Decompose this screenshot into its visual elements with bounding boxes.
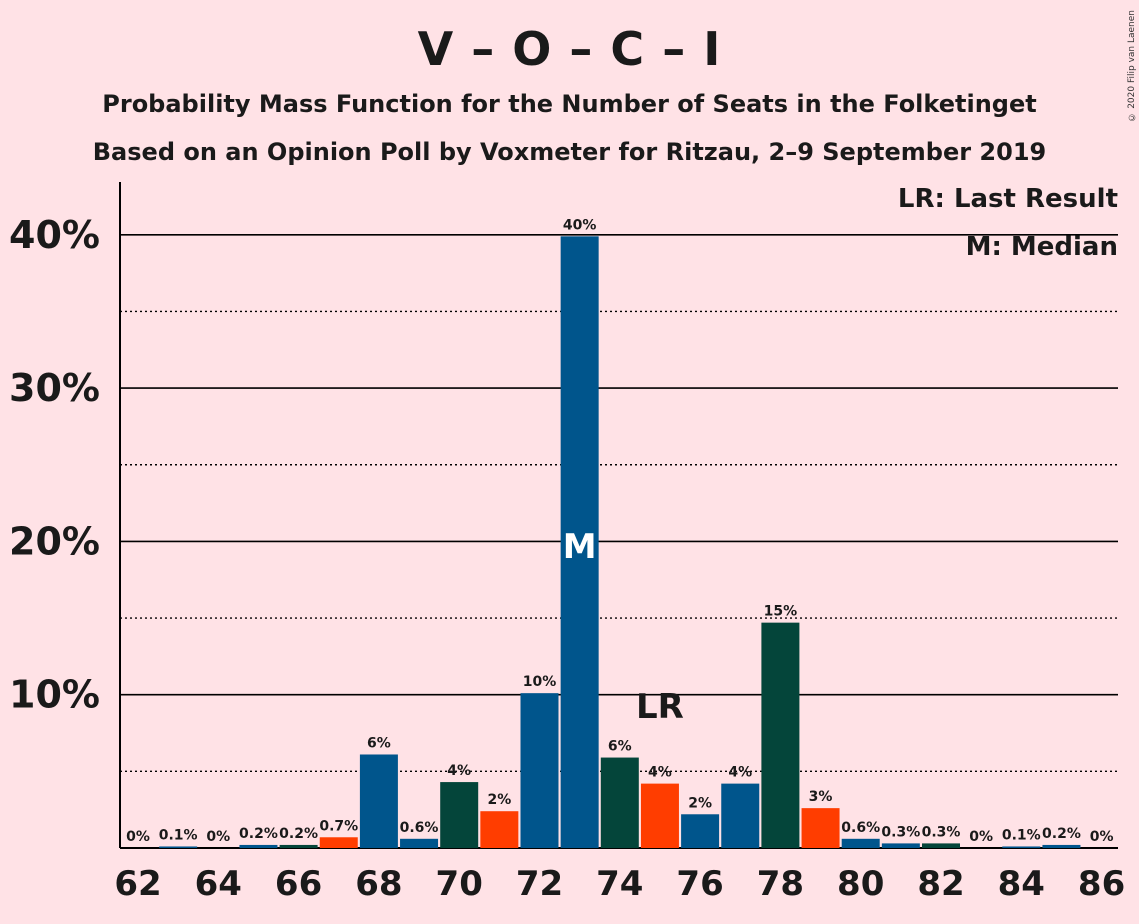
bar-label-72: 10% bbox=[523, 674, 557, 690]
bar-81 bbox=[881, 843, 920, 848]
bar-label-73: 40% bbox=[563, 217, 597, 233]
bar-label-62: 0% bbox=[126, 829, 150, 845]
y-tick-label: 40% bbox=[9, 213, 100, 257]
x-tick-label: 82 bbox=[917, 864, 964, 904]
bar-label-63: 0.1% bbox=[159, 827, 198, 843]
chart-subtitle-1: Probability Mass Function for the Number… bbox=[102, 90, 1037, 118]
bar-label-75: 4% bbox=[648, 765, 672, 781]
legend-last-result: LR: Last Result bbox=[897, 184, 1118, 214]
bar-82 bbox=[922, 843, 960, 848]
bar-69 bbox=[400, 838, 439, 848]
bar-label-70: 4% bbox=[447, 763, 471, 779]
bar-80 bbox=[841, 838, 880, 848]
x-tick-label: 76 bbox=[676, 864, 723, 904]
bar-label-86: 0% bbox=[1090, 829, 1114, 845]
bar-77 bbox=[721, 783, 760, 848]
bar-79 bbox=[801, 808, 840, 848]
x-tick-label: 72 bbox=[516, 864, 563, 904]
bar-63 bbox=[159, 846, 198, 848]
x-tick-label: 70 bbox=[436, 864, 483, 904]
x-tick-label: 62 bbox=[114, 864, 161, 904]
x-tick-label: 68 bbox=[355, 864, 402, 904]
bar-label-67: 0.7% bbox=[319, 818, 358, 834]
bar-72 bbox=[520, 693, 559, 848]
bar-label-84: 0.1% bbox=[1002, 827, 1041, 843]
bar-73 bbox=[560, 236, 599, 848]
bar-label-66: 0.2% bbox=[279, 826, 318, 842]
x-tick-label: 74 bbox=[596, 864, 643, 904]
bar-85 bbox=[1042, 844, 1081, 848]
x-tick-label: 84 bbox=[998, 864, 1045, 904]
y-tick-label: 20% bbox=[9, 519, 100, 563]
y-tick-label: 10% bbox=[9, 673, 100, 717]
bar-65 bbox=[239, 844, 278, 848]
bar-68 bbox=[359, 754, 398, 848]
bar-label-83: 0% bbox=[969, 829, 993, 845]
bar-label-77: 4% bbox=[728, 765, 752, 781]
median-marker: M bbox=[563, 527, 597, 567]
bar-label-74: 6% bbox=[608, 739, 632, 755]
bar-label-71: 2% bbox=[487, 792, 511, 808]
last-result-marker: LR bbox=[636, 687, 684, 727]
y-tick-label: 30% bbox=[9, 366, 100, 410]
bar-label-68: 6% bbox=[367, 735, 391, 751]
x-tick-label: 86 bbox=[1078, 864, 1125, 904]
bar-84 bbox=[1002, 846, 1041, 848]
legend-median: M: Median bbox=[965, 232, 1118, 262]
chart-subtitle-2: Based on an Opinion Poll by Voxmeter for… bbox=[92, 138, 1047, 166]
bar-label-64: 0% bbox=[206, 829, 230, 845]
bar-67 bbox=[319, 837, 358, 848]
bar-label-85: 0.2% bbox=[1042, 826, 1081, 842]
bar-label-76: 2% bbox=[688, 795, 712, 811]
bar-70 bbox=[440, 782, 479, 848]
x-tick-label: 80 bbox=[837, 864, 884, 904]
chart-title: V – O – C – I bbox=[417, 22, 722, 76]
bar-label-65: 0.2% bbox=[239, 826, 278, 842]
bar-66 bbox=[279, 844, 318, 848]
bar-78 bbox=[761, 622, 800, 848]
bar-label-79: 3% bbox=[809, 789, 833, 805]
bar-label-69: 0.6% bbox=[400, 820, 439, 836]
bar-label-81: 0.3% bbox=[881, 824, 920, 840]
bar-71 bbox=[480, 811, 519, 848]
bar-75 bbox=[640, 783, 679, 848]
x-tick-label: 64 bbox=[195, 864, 242, 904]
x-tick-label: 66 bbox=[275, 864, 322, 904]
bar-label-80: 0.6% bbox=[841, 820, 880, 836]
bar-74 bbox=[600, 757, 639, 848]
bar-label-82: 0.3% bbox=[922, 824, 961, 840]
x-tick-label: 78 bbox=[757, 864, 804, 904]
bar-76 bbox=[681, 814, 720, 848]
bar-label-78: 15% bbox=[764, 604, 798, 620]
